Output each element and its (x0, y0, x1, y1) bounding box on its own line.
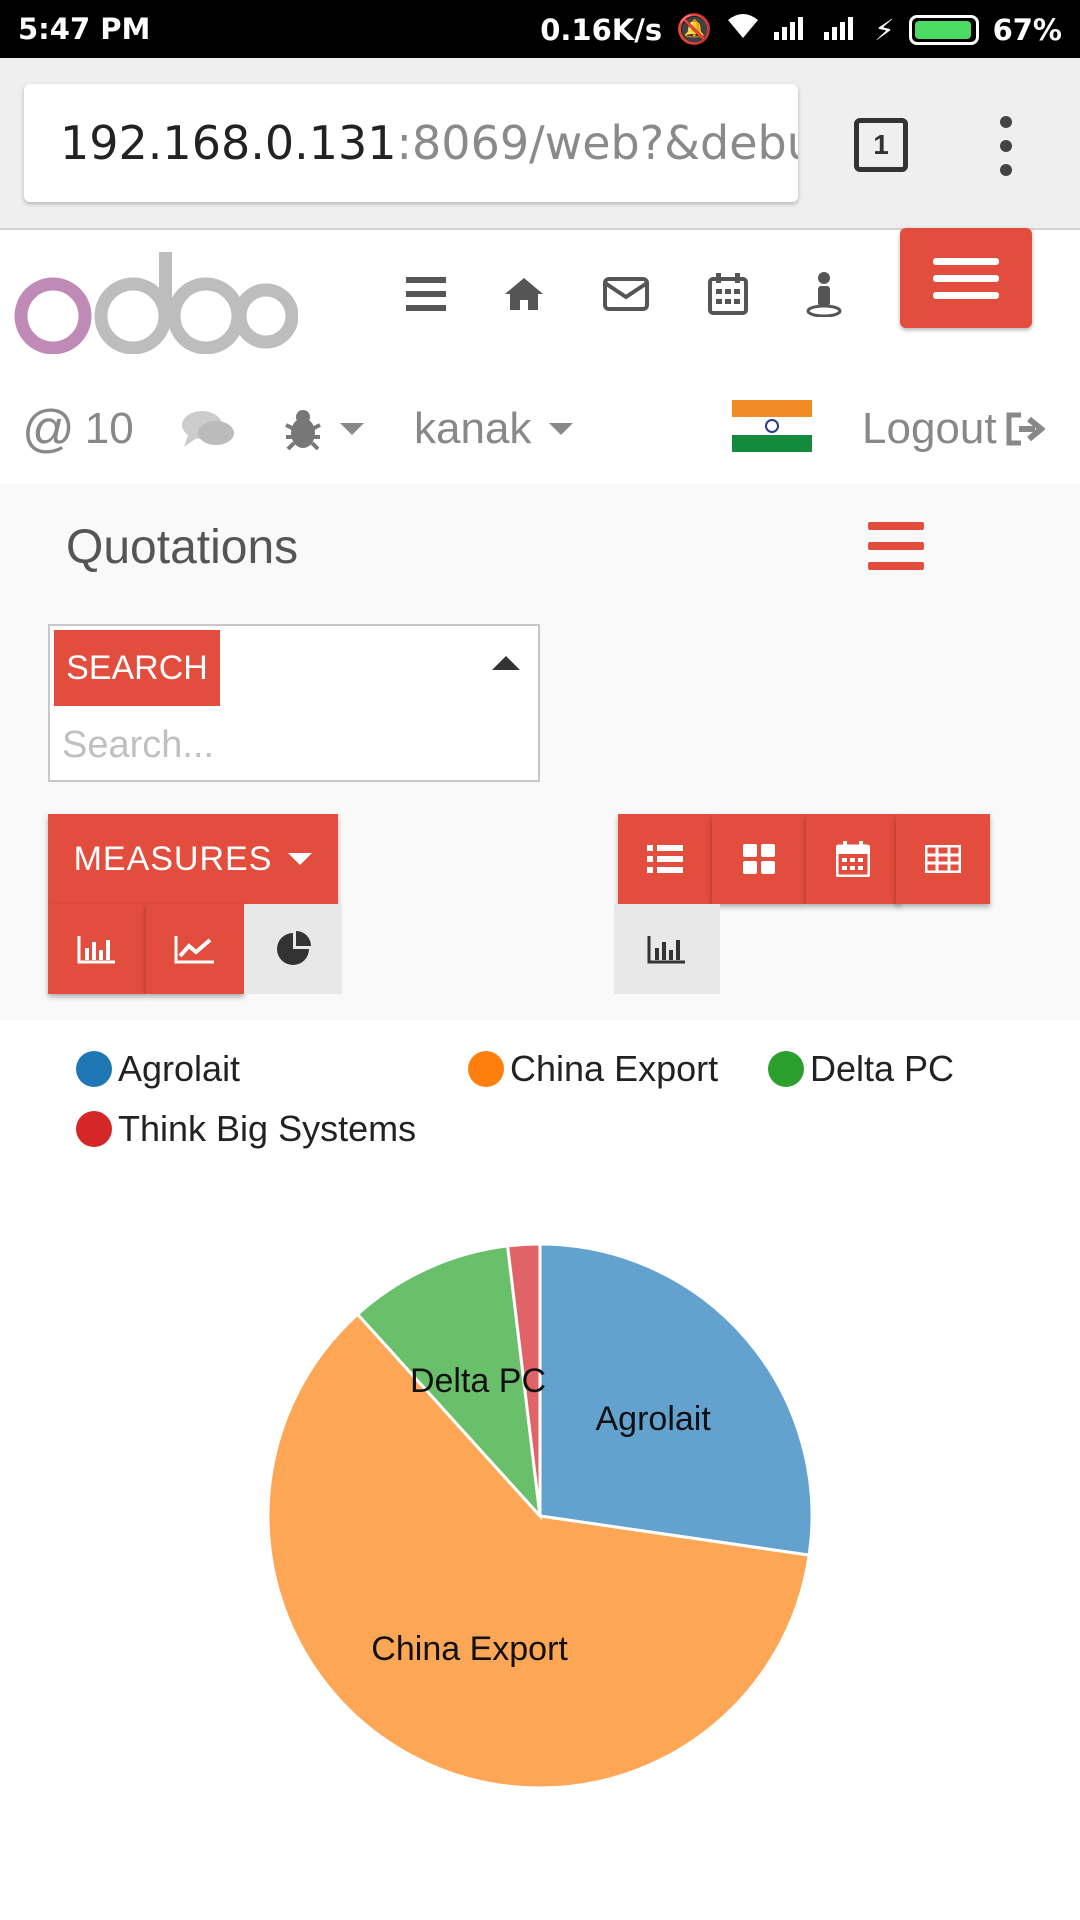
bar-chart-icon (77, 936, 115, 964)
legend-swatch (768, 1051, 804, 1087)
sign-out-icon (1006, 412, 1045, 446)
page-title: Quotations (66, 521, 299, 574)
chevron-down-icon (340, 423, 364, 435)
apps-menu-icon[interactable] (396, 264, 456, 324)
status-time: 5:47 PM (18, 12, 151, 46)
pie-slice-delta-pc[interactable] (355, 1244, 543, 1521)
status-bar: 5:47 PM 0.16K/s 🔕 ⚡ 67% (0, 0, 1080, 58)
measures-dropdown-button[interactable]: MEASURES (48, 814, 338, 904)
list-icon (647, 845, 683, 873)
calendar-view-button[interactable] (806, 814, 900, 904)
chevron-up-icon[interactable] (492, 656, 520, 670)
chevron-down-icon (288, 853, 313, 865)
legend-label: China Export (510, 1048, 719, 1089)
mention-count: 10 (84, 404, 134, 453)
home-icon[interactable] (494, 264, 554, 324)
search-panel: SEARCH (48, 624, 540, 782)
language-flag-icon[interactable] (732, 400, 812, 452)
legend-swatch (76, 1111, 112, 1147)
battery-icon (908, 14, 979, 45)
legend-think-big-systems[interactable]: Think Big Systems (76, 1108, 416, 1150)
logout-link[interactable]: Logout (862, 394, 1045, 464)
pie-label: China Export (371, 1630, 568, 1668)
pie-chart: Agrolait China Export Delta PC (266, 1242, 814, 1790)
chevron-down-icon (549, 423, 574, 435)
graph-view-button[interactable] (614, 904, 720, 994)
line-chart-button[interactable] (146, 904, 244, 994)
calendar-icon[interactable] (698, 264, 758, 324)
bar-chart-button[interactable] (48, 904, 146, 994)
debug-menu[interactable] (282, 394, 364, 464)
mentions[interactable]: @ 10 (22, 394, 134, 464)
at-icon: @ (22, 400, 75, 458)
mail-icon[interactable] (596, 264, 656, 324)
search-toggle-button[interactable]: SEARCH (54, 630, 220, 706)
legend-label: Think Big Systems (118, 1108, 417, 1149)
legend-swatch (76, 1051, 112, 1087)
user-pin-icon[interactable] (794, 264, 854, 324)
tab-switcher-button[interactable]: 1 (854, 118, 908, 172)
user-name: kanak (414, 404, 532, 453)
url-path: :8069/web?&debug (396, 116, 798, 170)
wifi-icon (726, 12, 760, 47)
measures-label: MEASURES (73, 839, 273, 878)
bug-icon (285, 410, 321, 451)
view-menu-icon[interactable] (868, 522, 924, 570)
signal-icon (774, 13, 810, 47)
table-icon (925, 845, 961, 873)
status-right: 0.16K/s 🔕 ⚡ 67% (540, 12, 1062, 47)
url-bar[interactable]: 192.168.0.131:8069/web?&debug (24, 84, 798, 202)
list-view-button[interactable] (618, 814, 712, 904)
pie-chart-icon (277, 931, 311, 965)
kanban-view-button[interactable] (712, 814, 806, 904)
browser-menu-icon[interactable] (1000, 116, 1012, 176)
legend-delta-pc[interactable]: Delta PC (768, 1048, 954, 1090)
bar-chart-icon (647, 936, 685, 964)
legend-swatch (468, 1051, 504, 1087)
odoo-logo[interactable] (8, 244, 298, 354)
nav-toggle-button[interactable] (900, 228, 1032, 328)
kanban-icon (743, 844, 775, 874)
browser-toolbar: 192.168.0.131:8069/web?&debug 1 (0, 58, 1080, 230)
pie-chart-button[interactable] (244, 904, 342, 994)
pie-slice-china-export[interactable] (266, 1312, 811, 1790)
pivot-view-button[interactable] (896, 814, 990, 904)
control-panel: Quotations SEARCH MEASURES (0, 484, 1080, 1020)
network-speed: 0.16K/s (540, 12, 663, 47)
chart-area: Agrolait China Export Delta PC Think Big… (0, 1022, 1080, 1920)
legend-label: Delta PC (810, 1048, 955, 1089)
mute-icon: 🔕 (676, 12, 713, 46)
legend-agrolait[interactable]: Agrolait (76, 1048, 240, 1090)
search-input[interactable] (62, 716, 522, 774)
user-menu[interactable]: kanak (414, 394, 574, 464)
chat-icon[interactable] (180, 394, 236, 464)
logout-label: Logout (862, 404, 997, 453)
line-chart-icon (174, 936, 214, 964)
pie-label: Delta PC (410, 1362, 546, 1400)
battery-percent: 67% (992, 12, 1062, 47)
legend-china-export[interactable]: China Export (468, 1048, 718, 1090)
legend-label: Agrolait (118, 1048, 241, 1089)
pie-slice-think-big-systems[interactable] (505, 1242, 542, 1517)
pie-slice-agrolait[interactable] (538, 1242, 814, 1557)
odoo-header: @ 10 kanak Logout (0, 228, 1080, 484)
calendar-icon (836, 841, 870, 877)
signal-icon-2 (824, 13, 860, 47)
pie-label: Agrolait (596, 1400, 712, 1438)
url-host: 192.168.0.131 (60, 116, 397, 170)
charging-icon: ⚡ (874, 12, 895, 47)
